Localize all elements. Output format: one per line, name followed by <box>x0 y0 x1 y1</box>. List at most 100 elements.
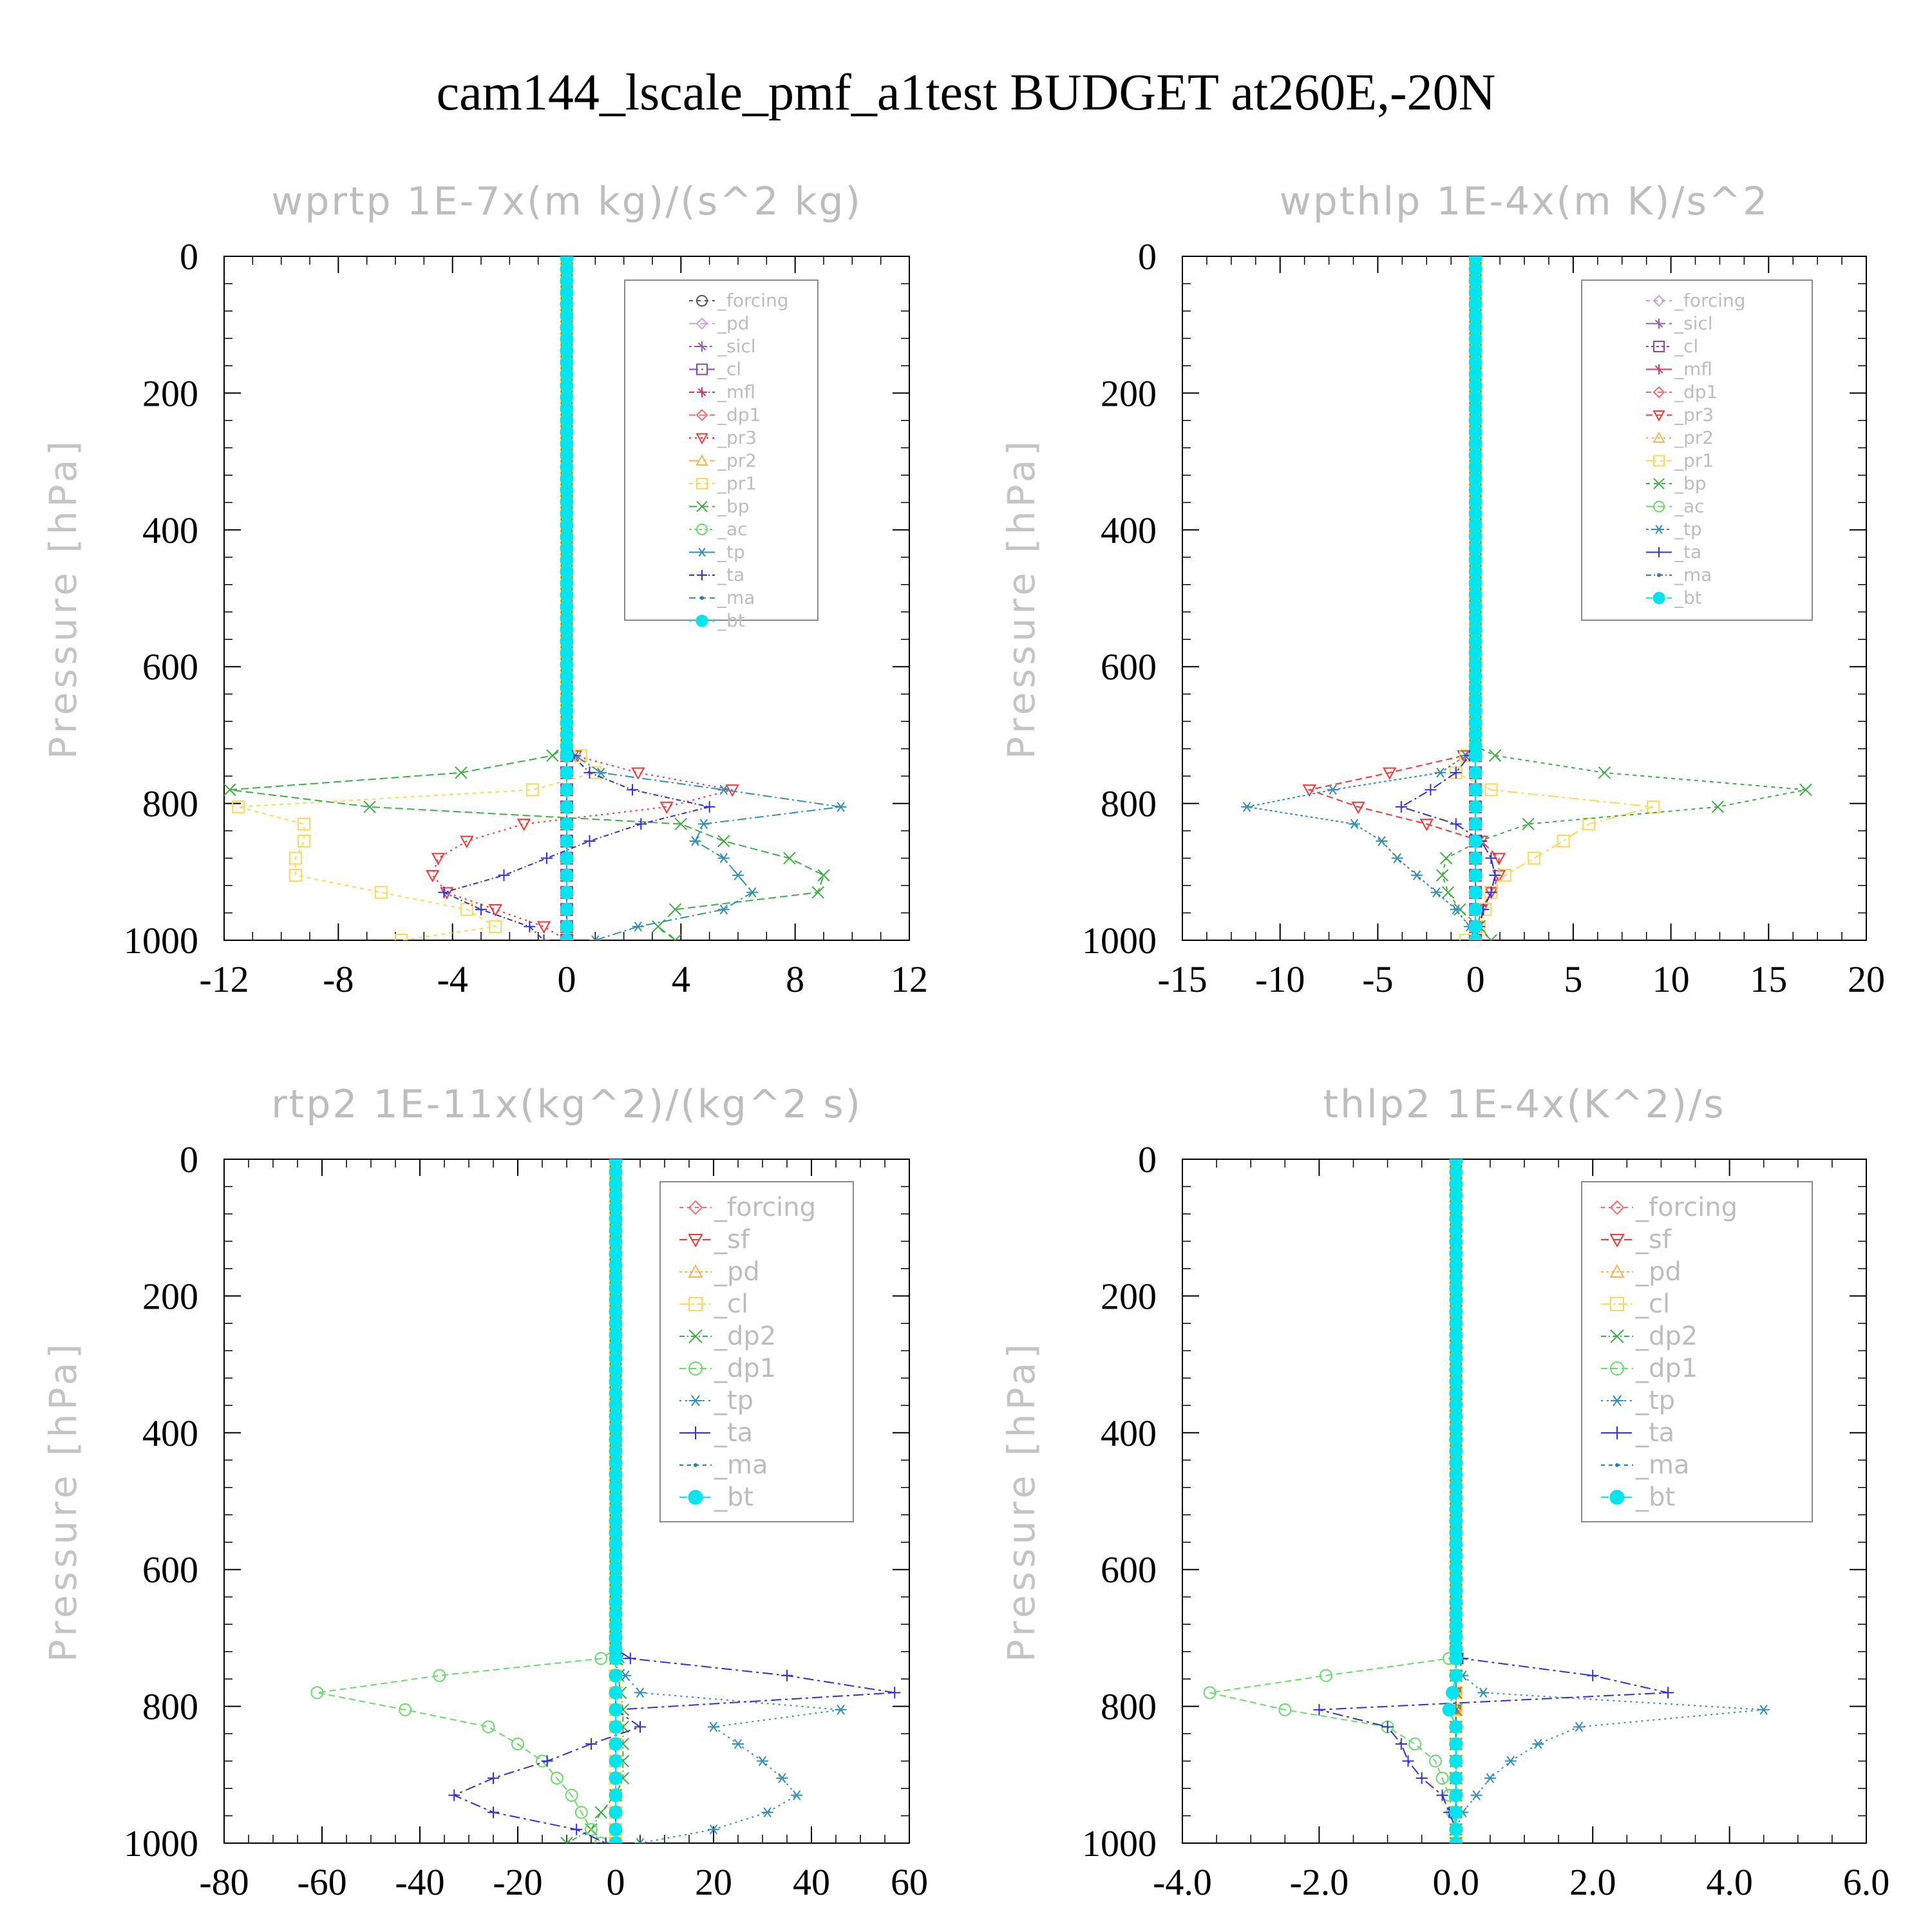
data-point <box>1376 836 1388 846</box>
data-point <box>609 1836 623 1843</box>
data-point <box>1449 1282 1463 1296</box>
series-ta <box>1395 256 1501 940</box>
data-point <box>697 819 710 829</box>
data-point <box>674 817 688 831</box>
legend-marker <box>1610 1329 1624 1343</box>
data-point <box>1449 1754 1463 1768</box>
data-point <box>560 920 574 934</box>
data-point <box>1449 1316 1463 1331</box>
data-point <box>1449 1771 1463 1785</box>
legend-item: _pd <box>689 313 750 334</box>
data-point <box>609 1444 623 1458</box>
series-bt <box>560 256 574 940</box>
legend-label: _pr3 <box>717 427 757 448</box>
data-point <box>1468 483 1482 497</box>
data-point <box>310 1686 324 1700</box>
panel-title: wpthlp 1E-4x(m K)/s^2 <box>1280 179 1770 224</box>
legend-box <box>659 1181 854 1522</box>
legend-label: _pd <box>1635 1257 1681 1287</box>
legend-item: _pr3 <box>1646 404 1714 426</box>
data-point <box>1425 784 1437 796</box>
legend-marker <box>1610 1297 1624 1311</box>
data-point <box>363 800 376 813</box>
x-tick-label: -20 <box>493 1861 542 1903</box>
data-point <box>546 749 559 762</box>
data-point <box>1484 783 1498 797</box>
data-point <box>1468 817 1482 831</box>
legend-marker <box>1609 1264 1625 1278</box>
data-point <box>1449 1479 1463 1493</box>
data-point <box>1449 1211 1463 1226</box>
data-point <box>1449 1607 1463 1621</box>
x-tick-label: 0 <box>558 958 576 1000</box>
y-axis-label: Pressure [hPa] <box>41 1340 85 1662</box>
data-point <box>1449 1305 1463 1319</box>
data-point <box>560 834 574 848</box>
data-point <box>1349 819 1361 829</box>
data-point <box>600 1837 612 1843</box>
data-point <box>1468 256 1482 265</box>
data-point <box>1395 1738 1407 1750</box>
panel-title: thlp2 1E-4x(K^2)/s <box>1323 1082 1725 1127</box>
data-point <box>560 588 574 602</box>
data-point <box>1468 460 1482 474</box>
data-point <box>1449 1177 1463 1191</box>
y-tick-label: 600 <box>1101 646 1157 688</box>
data-point <box>1468 320 1482 334</box>
data-point <box>1449 1651 1463 1665</box>
legend-label: _dp1 <box>717 404 761 426</box>
legend-item: _forcing <box>679 1193 816 1222</box>
data-point <box>609 1491 623 1505</box>
legend-marker <box>1653 431 1665 443</box>
data-point <box>717 853 730 864</box>
data-point <box>1402 1755 1414 1767</box>
legend-item: _dp1 <box>1601 1354 1698 1383</box>
data-point <box>609 1340 623 1354</box>
data-point <box>1459 934 1472 940</box>
data-point <box>511 1738 524 1751</box>
data-point <box>560 355 574 370</box>
data-point <box>583 766 596 779</box>
data-point <box>609 1549 623 1563</box>
data-point <box>1313 1703 1325 1716</box>
data-point <box>526 783 539 797</box>
data-point <box>609 1479 623 1493</box>
data-point <box>560 692 574 706</box>
data-point <box>1468 704 1482 718</box>
data-point <box>1468 367 1482 381</box>
legend-label: _bt <box>717 610 745 631</box>
x-tick-label: 20 <box>1848 958 1885 1000</box>
legend-marker <box>1611 1395 1624 1406</box>
data-point <box>817 869 830 882</box>
data-point <box>1528 851 1541 865</box>
data-point <box>609 1526 623 1540</box>
data-point <box>609 1282 623 1296</box>
series-dp1 <box>1203 1159 1463 1843</box>
data-point <box>1449 1537 1463 1551</box>
legend-label: _bt <box>1674 587 1702 609</box>
legend-item: _bt <box>689 610 745 631</box>
data-point <box>609 1502 623 1517</box>
legend-item: _cl <box>1601 1289 1670 1319</box>
data-point <box>1449 1247 1463 1261</box>
data-point <box>560 413 574 428</box>
legend-marker <box>688 1361 703 1376</box>
data-point <box>717 835 730 848</box>
legend-label: _bt <box>714 1482 753 1512</box>
data-point <box>1449 1836 1463 1843</box>
data-point <box>609 1719 623 1734</box>
legend-marker <box>696 433 708 445</box>
data-point <box>717 784 730 795</box>
x-tick-label: -15 <box>1157 958 1207 1000</box>
legend-marker <box>697 341 707 352</box>
data-point <box>1468 800 1482 814</box>
series-group <box>1241 256 1812 940</box>
data-point <box>488 1806 499 1819</box>
data-point <box>1468 658 1482 672</box>
data-point <box>289 869 302 882</box>
legend-marker <box>700 596 704 600</box>
legend-item: _dp1 <box>1646 381 1718 402</box>
data-point <box>536 921 551 934</box>
data-point <box>624 1653 636 1665</box>
data-point <box>609 1651 623 1665</box>
